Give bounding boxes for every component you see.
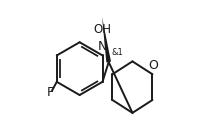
Text: OH: OH xyxy=(93,23,111,36)
Text: F: F xyxy=(47,86,54,99)
Polygon shape xyxy=(102,17,111,62)
Text: O: O xyxy=(148,59,158,72)
Text: N: N xyxy=(98,40,107,53)
Text: &1: &1 xyxy=(111,48,123,57)
